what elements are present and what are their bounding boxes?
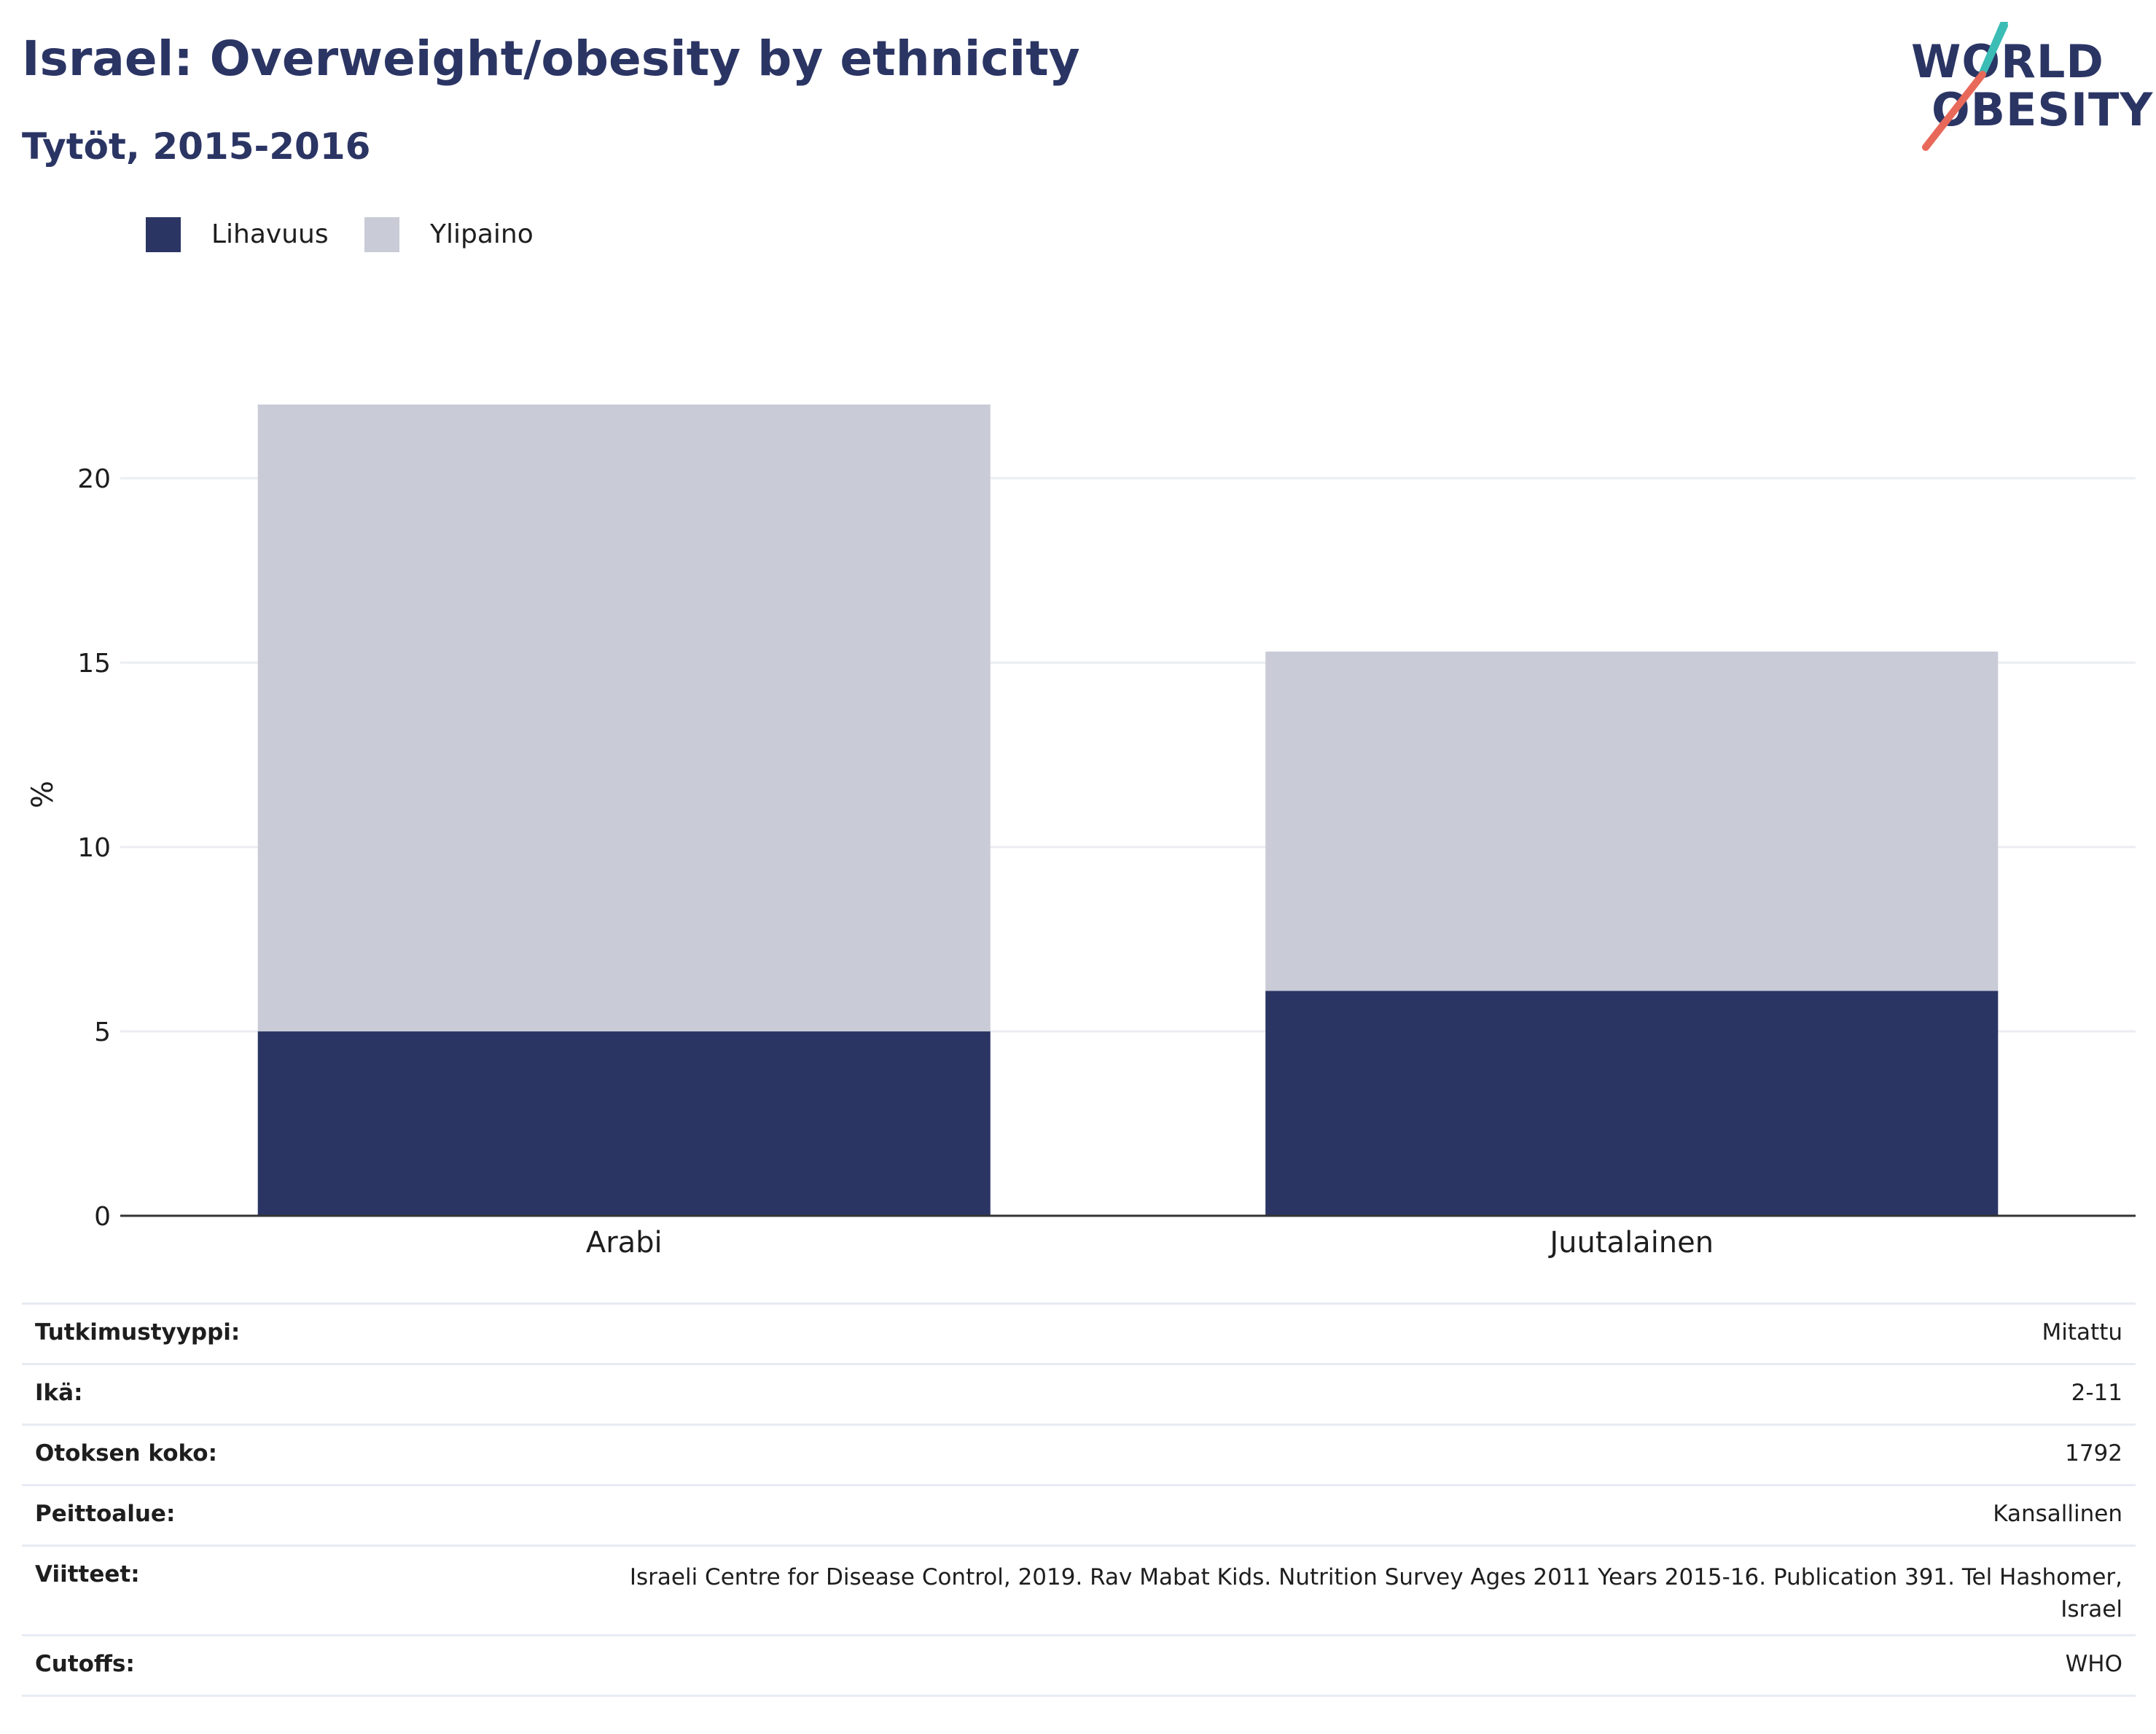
bar-overweight-juutalainen xyxy=(1265,651,1999,991)
details-row: Otoksen koko: 1792 xyxy=(22,1423,2136,1484)
details-value: Israeli Centre for Disease Control, 2019… xyxy=(630,1561,2122,1625)
y-tick-label: 20 xyxy=(77,464,111,494)
details-row: Ikä: 2-11 xyxy=(22,1363,2136,1423)
legend-label-obesity: Lihavuus xyxy=(211,219,329,249)
y-tick-label: 5 xyxy=(94,1018,111,1047)
y-tick-label: 15 xyxy=(77,649,111,679)
details-label: Tutkimustyyppi: xyxy=(35,1319,241,1346)
details-label: Viitteet: xyxy=(35,1561,140,1587)
details-row: Peittoalue: Kansallinen xyxy=(22,1484,2136,1544)
details-value: 1792 xyxy=(2065,1440,2122,1467)
details-label: Otoksen koko: xyxy=(35,1440,217,1467)
y-tick-label: 10 xyxy=(77,833,111,863)
x-tick-label: Juutalainen xyxy=(1547,1226,1714,1260)
chart-title: Israel: Overweight/obesity by ethnicity xyxy=(22,31,1080,87)
details-value: Kansallinen xyxy=(1993,1501,2122,1527)
details-value-line: Israeli Centre for Disease Control, 2019… xyxy=(629,1564,2122,1590)
x-tick-label: Arabi xyxy=(586,1226,663,1260)
details-row: Viitteet: Israeli Centre for Disease Cont… xyxy=(22,1544,2136,1634)
legend-swatch-obesity xyxy=(146,217,181,252)
y-tick-label: 0 xyxy=(94,1202,111,1232)
bar-obesity-arabi xyxy=(257,1031,991,1216)
logo-text-world: WORLD xyxy=(1911,35,2104,88)
details-value: 2-11 xyxy=(2071,1380,2122,1406)
y-axis-label: % xyxy=(26,781,60,808)
details-row: Tutkimustyyppi: Mitattu xyxy=(22,1303,2136,1363)
bar-obesity-juutalainen xyxy=(1265,991,1999,1216)
details-value-line: Israel xyxy=(2061,1596,2122,1622)
details-row: Cutoffs: WHO xyxy=(22,1634,2136,1697)
details-label: Cutoffs: xyxy=(35,1651,135,1677)
legend-swatch-overweight xyxy=(364,217,399,252)
details-label: Peittoalue: xyxy=(35,1501,176,1527)
bar-overweight-arabi xyxy=(257,405,991,1032)
bar-chart: 0 5 10 15 20% Arabi Juutalainen xyxy=(26,405,2136,1260)
logo-slash-icon xyxy=(1922,22,2008,151)
details-value: Mitattu xyxy=(2042,1319,2122,1346)
legend-label-overweight: Ylipaino xyxy=(430,219,534,249)
details-value: WHO xyxy=(2065,1651,2122,1677)
details-label: Ikä: xyxy=(35,1380,83,1406)
details-table: Tutkimustyyppi: Mitattu Ikä: 2-11 Otoksen ko… xyxy=(22,1303,2136,1697)
world-obesity-logo: WORLD OBESITY xyxy=(1902,22,2152,153)
chart-subtitle: Tytöt, 2015-2016 xyxy=(22,125,371,168)
